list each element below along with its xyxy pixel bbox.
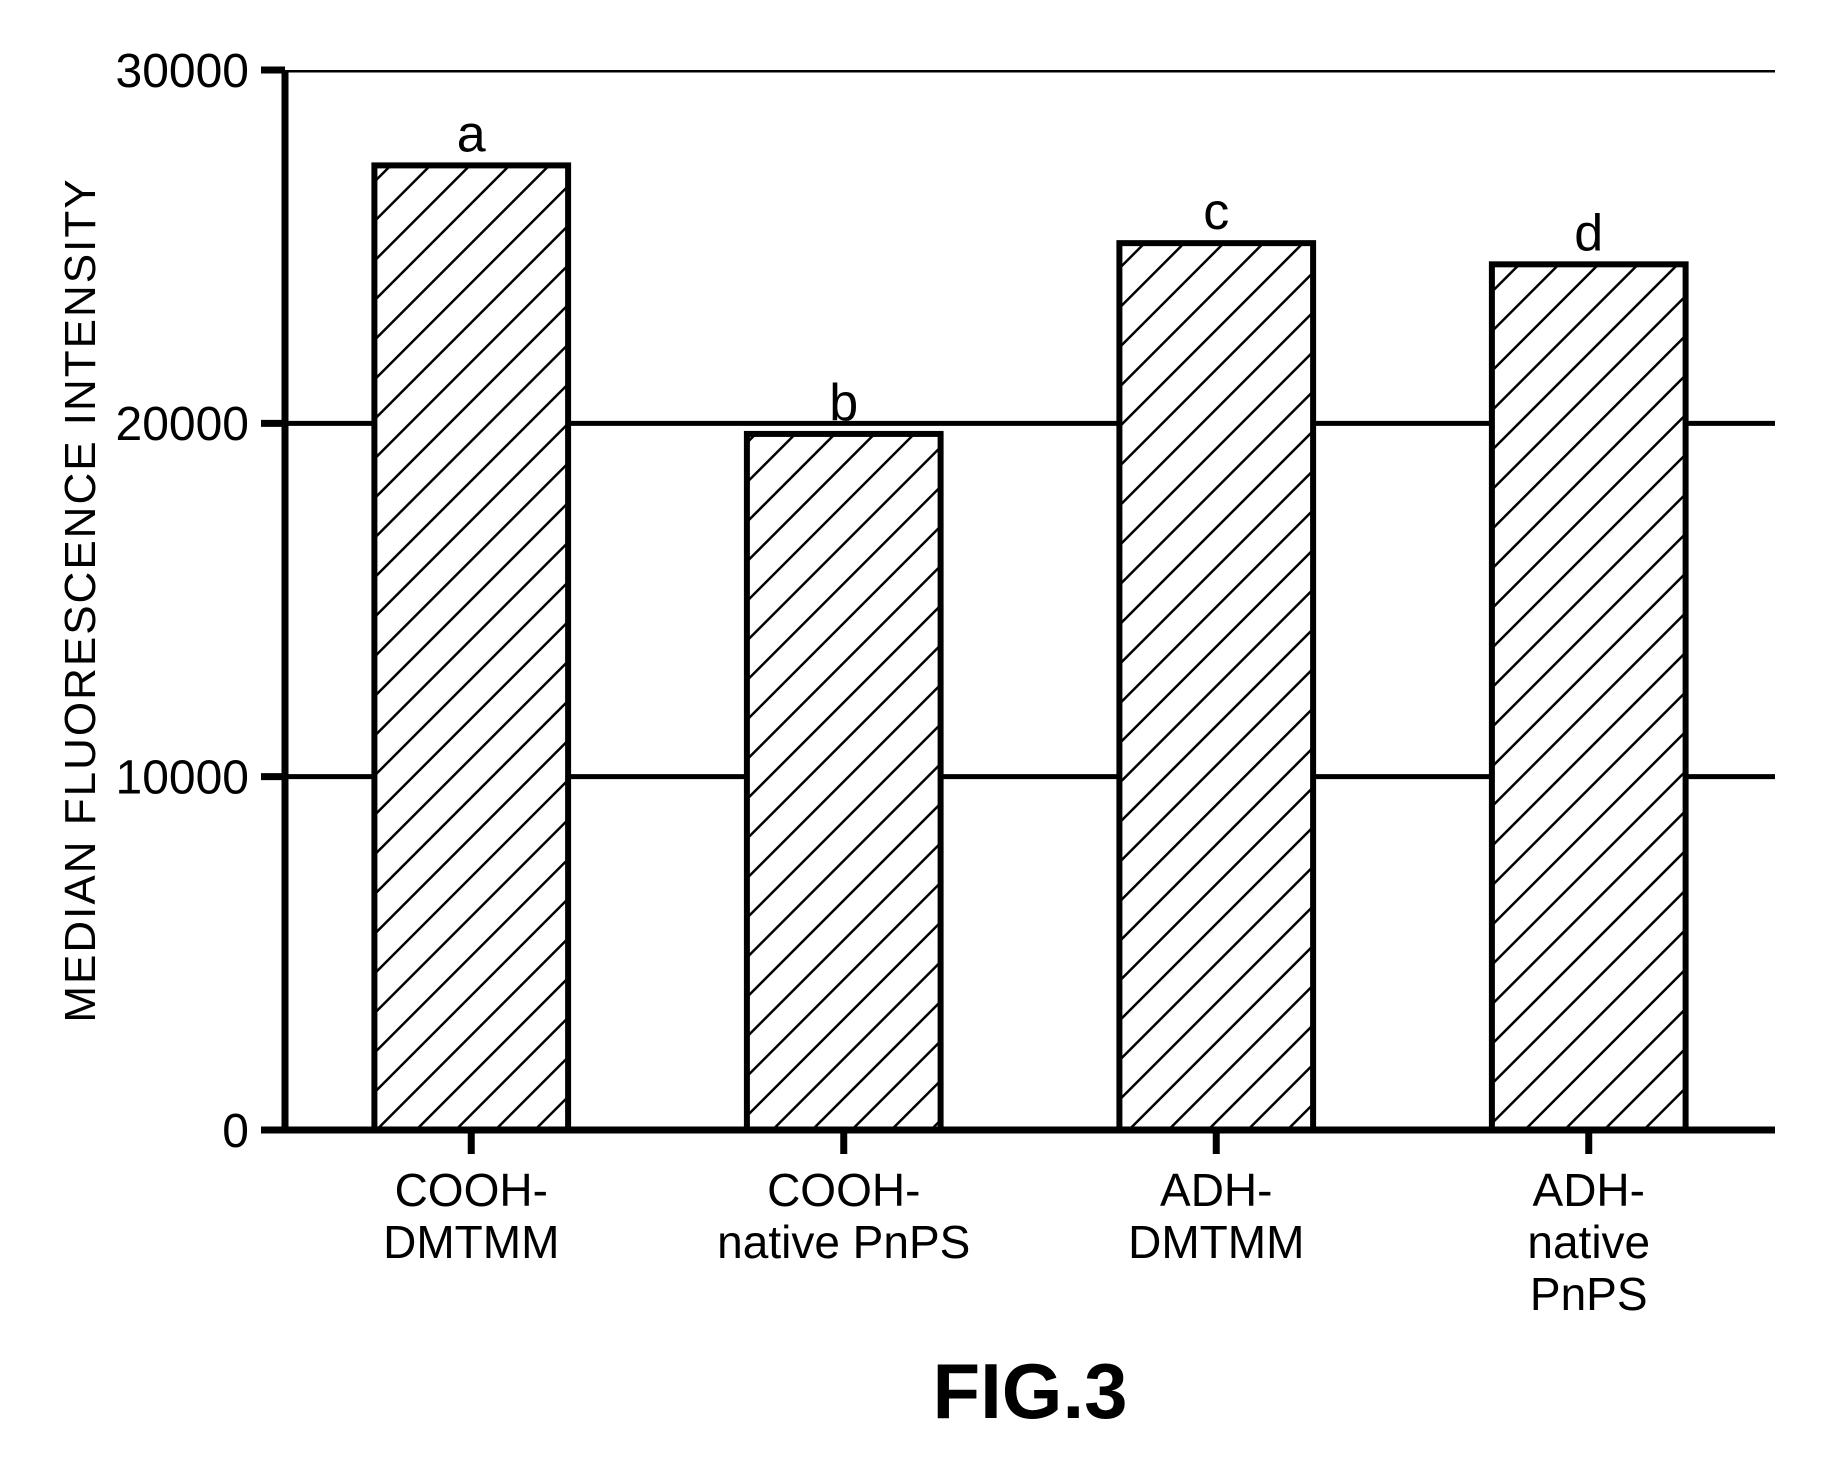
bar-annotation: b bbox=[829, 374, 858, 432]
bar bbox=[1492, 264, 1686, 1130]
bar-chart: abcd0100002000030000COOH-DMTMMCOOH-nativ… bbox=[0, 0, 1843, 1458]
category-label: DMTMM bbox=[383, 1216, 559, 1268]
category-label: native PnPS bbox=[717, 1216, 970, 1268]
y-axis-label: MEDIAN FLUORESCENCE INTENSITY bbox=[56, 177, 105, 1022]
y-tick-label: 10000 bbox=[116, 751, 249, 804]
bar-annotation: a bbox=[457, 105, 486, 163]
figure-caption: FIG.3 bbox=[932, 1347, 1127, 1435]
category-label: DMTMM bbox=[1128, 1216, 1304, 1268]
category-label: COOH- bbox=[395, 1164, 548, 1216]
bar-annotation: c bbox=[1203, 183, 1229, 241]
bar bbox=[1119, 243, 1313, 1130]
category-label: ADH- bbox=[1533, 1164, 1645, 1216]
category-label: native bbox=[1527, 1216, 1650, 1268]
bar bbox=[374, 165, 568, 1130]
bar bbox=[747, 434, 941, 1130]
bar-annotation: d bbox=[1574, 204, 1603, 262]
category-label: ADH- bbox=[1160, 1164, 1272, 1216]
y-tick-label: 0 bbox=[222, 1105, 249, 1158]
y-tick-label: 30000 bbox=[116, 45, 249, 98]
category-label: COOH- bbox=[767, 1164, 920, 1216]
y-tick-label: 20000 bbox=[116, 398, 249, 451]
category-label: PnPS bbox=[1530, 1268, 1648, 1320]
chart-container: abcd0100002000030000COOH-DMTMMCOOH-nativ… bbox=[0, 0, 1843, 1458]
